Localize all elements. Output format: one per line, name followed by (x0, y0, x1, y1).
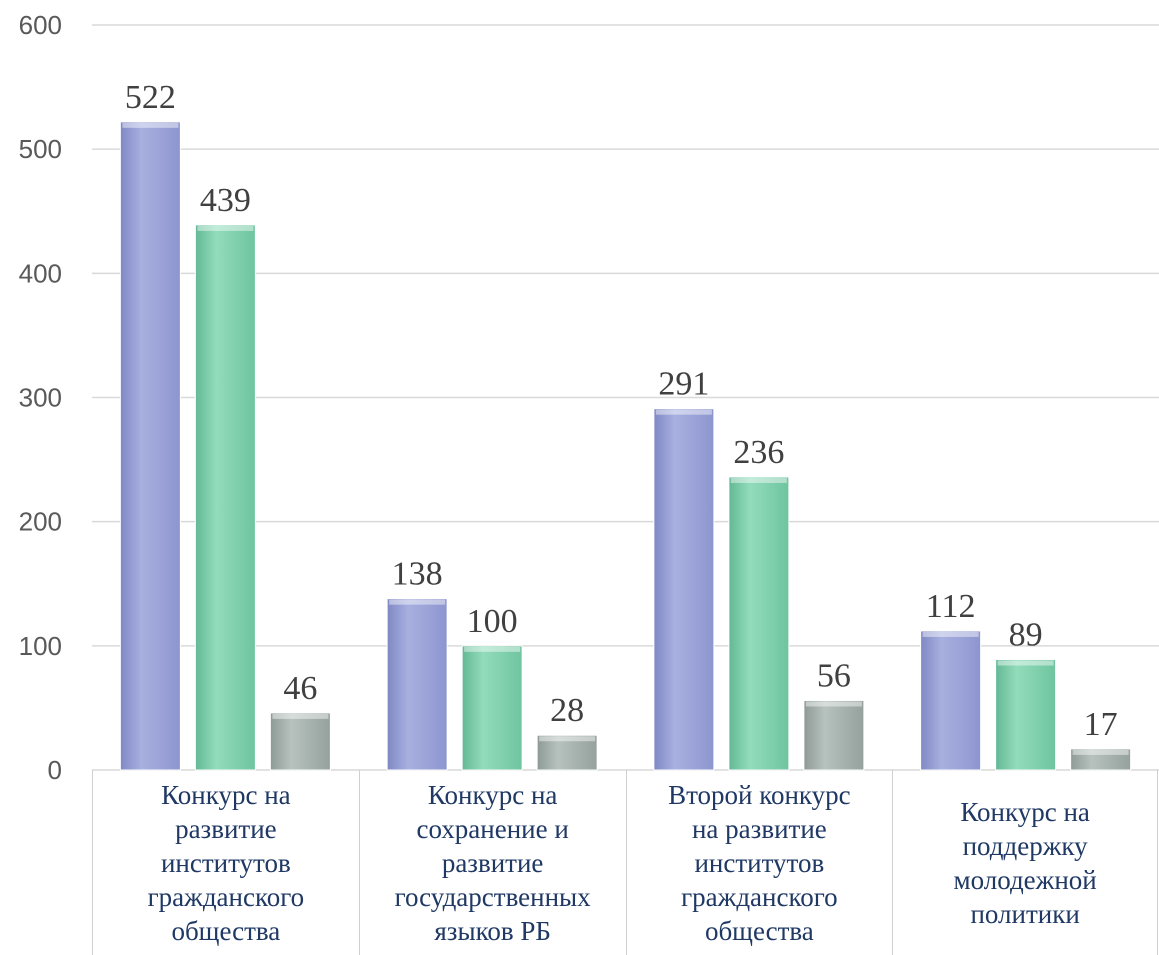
category-label: Второй конкурс на развитие институтов гр… (668, 779, 851, 946)
data-label: 522 (125, 79, 176, 116)
bar-highlight (805, 701, 862, 707)
data-label: 112 (926, 588, 976, 625)
data-label: 89 (1009, 616, 1043, 653)
data-label: 291 (658, 366, 709, 403)
bar-highlight (197, 225, 254, 231)
bar (803, 699, 865, 771)
bar-highlight (272, 713, 329, 719)
bar (194, 224, 256, 771)
data-label: 56 (817, 657, 851, 694)
bar (1070, 748, 1132, 771)
data-label: 46 (283, 670, 317, 707)
bar (728, 476, 790, 771)
data-label: 100 (467, 603, 518, 640)
bar-highlight (464, 646, 521, 652)
y-tick-label: 200 (19, 507, 62, 537)
y-tick-label: 0 (48, 755, 62, 785)
y-tick-label: 500 (19, 134, 62, 164)
bar-highlight (1072, 749, 1129, 755)
bar-highlight (655, 409, 712, 415)
data-labels: 522 439 46 138 100 28 291 236 56 112 89 17 (125, 79, 1118, 743)
bar (653, 408, 715, 771)
data-label: 17 (1084, 706, 1118, 743)
bar (119, 121, 181, 771)
bar (386, 598, 448, 771)
bar (920, 630, 982, 771)
data-label: 138 (392, 556, 443, 593)
bar (269, 712, 331, 771)
category-label: Конкурс на сохранение и развитие государ… (394, 779, 591, 946)
y-tick-label: 100 (19, 631, 62, 661)
y-tick-label: 300 (19, 383, 62, 413)
bar-highlight (539, 736, 596, 742)
category-cell: Конкурс на сохранение и развитие государ… (358, 770, 626, 955)
category-cell: Конкурс на развитие институтов гражданск… (92, 770, 359, 955)
data-label: 28 (550, 692, 584, 729)
y-tick-label: 400 (19, 258, 62, 288)
bar-highlight (389, 599, 446, 605)
bar-highlight (730, 477, 787, 483)
bar (461, 645, 523, 771)
bars (119, 121, 1132, 771)
bar-highlight (997, 660, 1054, 666)
category-label: Конкурс на развитие институтов гражданск… (147, 779, 305, 946)
gridlines (92, 24, 1159, 771)
bar (995, 658, 1057, 771)
data-label: 236 (733, 434, 784, 471)
y-tick-label: 600 (19, 10, 62, 40)
bar-highlight (922, 631, 979, 637)
bar (536, 734, 598, 771)
category-cell: Конкурс на поддержку молодежной политики (892, 770, 1158, 955)
category-cell: Второй конкурс на развитие институтов гр… (625, 770, 893, 955)
y-axis-ticks: 0 100 200 300 400 500 600 (19, 10, 62, 785)
category-label: Конкурс на поддержку молодежной политики (953, 796, 1097, 929)
bar-highlight (122, 122, 179, 128)
data-label: 439 (200, 182, 251, 219)
